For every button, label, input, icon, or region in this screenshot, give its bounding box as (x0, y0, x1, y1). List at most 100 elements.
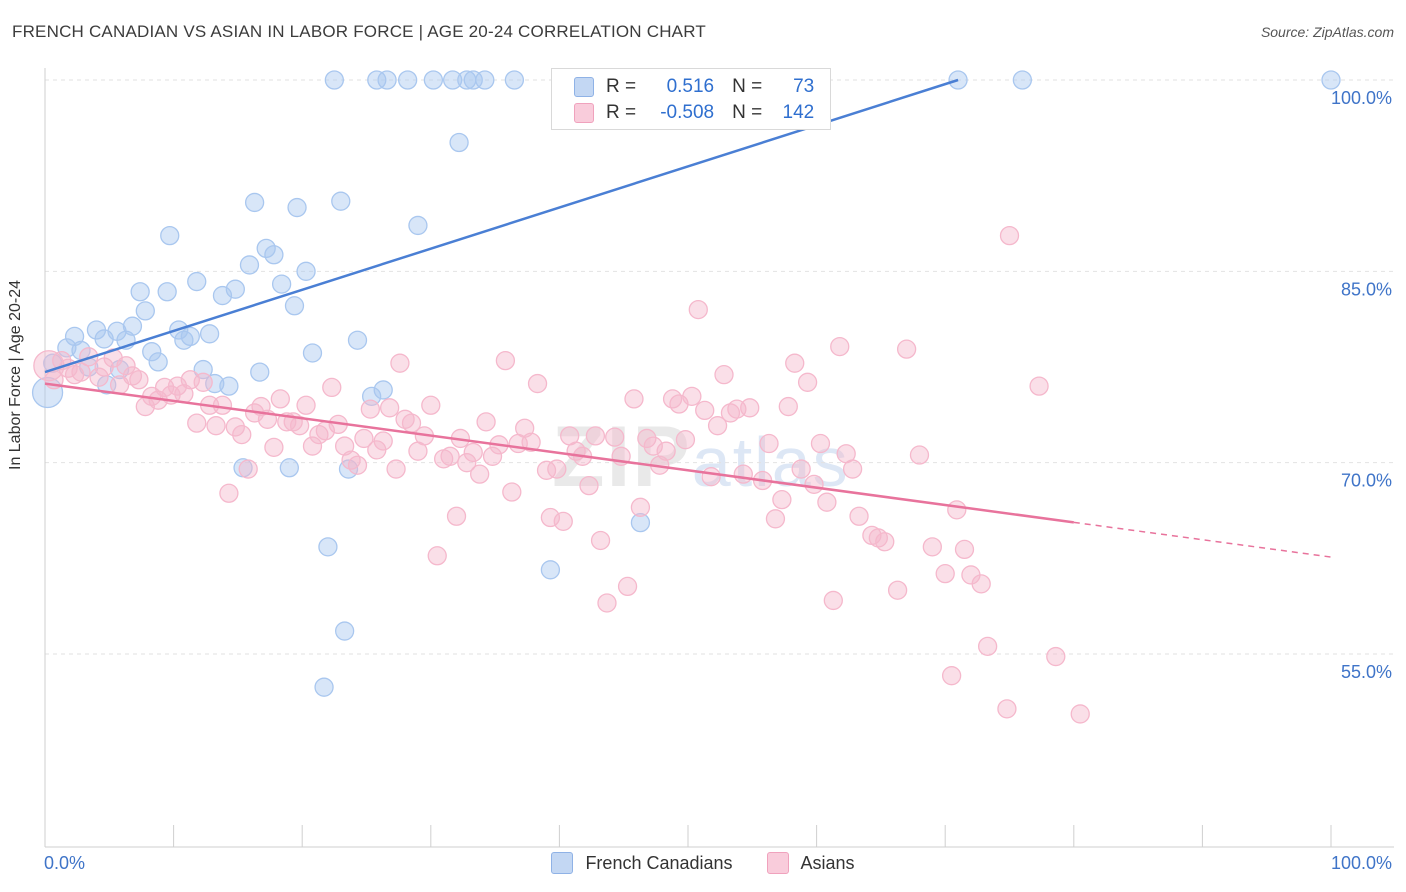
source-label: Source: ZipAtlas.com (1260, 24, 1394, 40)
asian-point (688, 299, 708, 320)
y-tick-label: 85.0% (1341, 279, 1392, 299)
french-canadian-point (443, 70, 463, 90)
french-canadian-point (244, 192, 265, 213)
asian-point (624, 389, 644, 409)
asian-point (360, 399, 381, 419)
asian-point (733, 464, 753, 484)
asian-point (695, 400, 715, 421)
asian-point (193, 372, 213, 392)
asian-point (116, 356, 136, 376)
asian-point (849, 506, 869, 526)
asian-point (909, 445, 930, 465)
asian-point (772, 490, 792, 510)
french-canadian-point (199, 324, 220, 344)
asian-point (875, 532, 895, 552)
french-canadian-point (64, 326, 85, 347)
legend-r-value: 0.516 (666, 76, 715, 97)
watermark: ZIPatlas (552, 408, 850, 507)
french-canadian-point (279, 458, 299, 478)
asian-point (390, 353, 410, 373)
legend-swatch-pink (574, 103, 594, 123)
french-canadian-point (302, 343, 323, 363)
french-canadian-point (130, 282, 150, 302)
asian-point (1029, 376, 1049, 396)
asian-point (707, 416, 728, 436)
french-canadian-point (225, 279, 245, 299)
asian-point (765, 509, 786, 529)
french-canadian-point (373, 380, 393, 400)
french-canadian-point (377, 70, 397, 90)
asian-point (842, 459, 863, 479)
asian-point (778, 396, 798, 417)
french-canadian-point (398, 70, 418, 90)
asian-point (954, 539, 975, 560)
asian-point (421, 395, 441, 415)
french-canadian-point (347, 330, 368, 350)
asian-point (225, 417, 245, 437)
asian-point (887, 580, 908, 600)
asian-point (997, 699, 1017, 719)
french-canadian-point (630, 512, 651, 533)
asian-point (1046, 646, 1066, 667)
legend-n-label: N = (732, 102, 763, 123)
asian-point (334, 436, 355, 456)
french-canadian-point (135, 301, 155, 321)
asian-point (521, 432, 541, 452)
asian-point (922, 537, 942, 557)
asian-point (89, 367, 109, 387)
french-canadian-point (318, 537, 338, 557)
asian-point (656, 441, 676, 461)
french-canadian-point (324, 70, 345, 90)
asian-point (386, 459, 406, 479)
asian-point (896, 339, 917, 359)
asian-point (637, 428, 657, 449)
legend-row-asians: R = -0.508 N = 142 (574, 101, 814, 125)
french-canadian-point (57, 338, 77, 358)
y-tick-label: 100.0% (1331, 88, 1392, 108)
legend-label: French Canadians (585, 852, 733, 873)
asian-point (977, 636, 998, 656)
asian-trendline-extension (1073, 521, 1332, 558)
asian-point (804, 474, 824, 495)
asian-point (482, 446, 503, 466)
asian-point (682, 386, 702, 406)
x-tick-label: 100.0% (1331, 853, 1392, 873)
asian-point (495, 350, 516, 371)
asian-point (947, 500, 967, 520)
french-canadian-point (423, 70, 444, 90)
legend-r-label: R = (606, 102, 637, 123)
french-canadian-point (271, 274, 292, 294)
asian-point (999, 225, 1020, 246)
french-canadian-point (540, 560, 561, 580)
french-canadian-point (1321, 70, 1341, 90)
legend-swatch-blue (574, 77, 594, 97)
french-canadian-point (287, 197, 307, 218)
asian-point (935, 563, 955, 584)
asian-point (817, 492, 837, 512)
french-canadian-point (334, 621, 355, 641)
legend-r-label: R = (606, 76, 637, 97)
x-tick-label: 0.0% (44, 853, 85, 873)
stats-legend: R = 0.516 N = 73 R = -0.508 N = 142 (551, 68, 831, 130)
asian-point (71, 362, 91, 382)
french-canadian-point (256, 238, 276, 259)
french-canadian-point (122, 316, 143, 336)
asian-point (553, 511, 573, 531)
legend-swatch-blue (551, 852, 574, 874)
asian-point (373, 431, 393, 451)
french-canadian-point (219, 376, 239, 396)
asian-point (187, 413, 207, 433)
asian-point (617, 576, 638, 597)
french-canadian-point (314, 677, 334, 697)
asian-point (129, 370, 149, 390)
asian-point (354, 428, 374, 449)
asian-trendline (44, 382, 1074, 524)
asian-point (791, 459, 811, 479)
asian-point (740, 398, 760, 418)
series-legend: French Canadians Asians (0, 852, 1406, 874)
asian-point (810, 433, 831, 454)
asian-point (502, 482, 522, 502)
asian-point (219, 483, 239, 503)
watermark-zip: ZIP (552, 409, 692, 505)
